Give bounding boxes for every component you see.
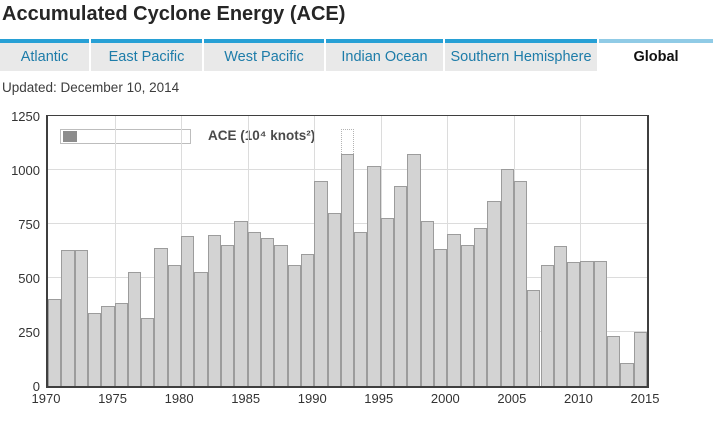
x-tick-1990: 1990 [297, 391, 327, 406]
bar-1984[interactable] [234, 220, 248, 386]
bar-1975[interactable] [114, 302, 128, 386]
plot-area: ACE (10⁴ knots²) [46, 115, 649, 388]
bar-1976[interactable] [127, 271, 142, 386]
x-tick-2005: 2005 [497, 391, 527, 406]
bar-2003[interactable] [487, 201, 501, 386]
bar-1999[interactable] [434, 248, 448, 386]
x-tick-2010: 2010 [563, 391, 593, 406]
bar-2008[interactable] [553, 245, 568, 386]
bar-1989[interactable] [300, 254, 315, 386]
tab-indian-ocean[interactable]: Indian Ocean [326, 39, 443, 71]
bar-2014[interactable] [633, 332, 647, 386]
bar-2004[interactable] [500, 168, 514, 386]
x-tick-1980: 1980 [164, 391, 194, 406]
bar-1992[interactable] [340, 153, 355, 386]
bar-1970[interactable] [48, 298, 62, 386]
y-tick-500: 500 [18, 271, 40, 286]
legend-box [60, 129, 191, 144]
bar-1982[interactable] [207, 234, 222, 386]
tab-southern-hemisphere[interactable]: Southern Hemisphere [445, 39, 597, 71]
bar-2011[interactable] [593, 260, 608, 386]
bar-2013[interactable] [620, 363, 634, 386]
bar-1981[interactable] [194, 271, 208, 386]
bar-1988[interactable] [287, 265, 301, 386]
y-tick-1000: 1000 [11, 163, 40, 178]
bar-2002[interactable] [473, 228, 488, 386]
tab-bar: Atlantic East Pacific West Pacific Indian O… [0, 39, 726, 71]
bar-1996[interactable] [394, 186, 408, 386]
bar-2010[interactable] [580, 260, 594, 386]
bar-1985[interactable] [247, 231, 261, 386]
y-tick-750: 750 [18, 217, 40, 232]
bar-1994[interactable] [367, 165, 381, 386]
bar-2005[interactable] [513, 180, 528, 386]
bar-2009[interactable] [567, 261, 581, 386]
bar-1991[interactable] [327, 213, 341, 386]
bar-2001[interactable] [460, 244, 474, 386]
bar-1987[interactable] [274, 244, 288, 386]
bar-2007[interactable] [540, 265, 554, 386]
bar-1977[interactable] [141, 317, 155, 386]
bar-1971[interactable] [61, 249, 75, 386]
bar-1980[interactable] [181, 235, 195, 386]
page-title: Accumulated Cyclone Energy (ACE) [2, 3, 346, 25]
ace-chart: 0 250 500 750 1000 1250 ACE (10⁴ knots²) 1970… [0, 110, 726, 415]
tab-atlantic[interactable]: Atlantic [0, 39, 89, 71]
gridline-v-1975 [114, 116, 116, 386]
bar-1986[interactable] [260, 238, 275, 386]
tab-west-pacific[interactable]: West Pacific [204, 39, 324, 71]
legend-label: ACE (10⁴ knots²) [208, 128, 316, 143]
bar-1973[interactable] [87, 312, 102, 386]
bar-1979[interactable] [167, 265, 182, 386]
x-tick-1970: 1970 [31, 391, 61, 406]
x-tick-2015: 2015 [630, 391, 660, 406]
bar-1974[interactable] [101, 306, 115, 386]
bar-1993[interactable] [354, 231, 368, 386]
tab-global[interactable]: Global [599, 39, 713, 71]
bar-1972[interactable] [74, 249, 88, 386]
bar-1997[interactable] [407, 153, 421, 386]
updated-text: Updated: December 10, 2014 [2, 80, 180, 95]
y-tick-250: 250 [18, 325, 40, 340]
annotation-1992 [340, 128, 355, 154]
bar-1998[interactable] [420, 220, 434, 386]
bar-2012[interactable] [607, 336, 621, 386]
y-tick-0: 0 [32, 379, 40, 394]
bar-1983[interactable] [221, 244, 235, 386]
bar-1978[interactable] [154, 247, 168, 386]
bar-2000[interactable] [447, 233, 461, 386]
gridline-v-2010 [580, 116, 582, 386]
x-tick-1985: 1985 [231, 391, 261, 406]
legend-swatch-icon [63, 131, 77, 142]
x-tick-2000: 2000 [430, 391, 460, 406]
x-tick-1995: 1995 [364, 391, 394, 406]
tab-east-pacific[interactable]: East Pacific [91, 39, 202, 71]
x-tick-1975: 1975 [98, 391, 127, 406]
y-tick-1250: 1250 [11, 109, 40, 124]
bar-1995[interactable] [380, 217, 395, 386]
bar-1990[interactable] [314, 180, 328, 386]
bar-2006[interactable] [527, 289, 541, 386]
